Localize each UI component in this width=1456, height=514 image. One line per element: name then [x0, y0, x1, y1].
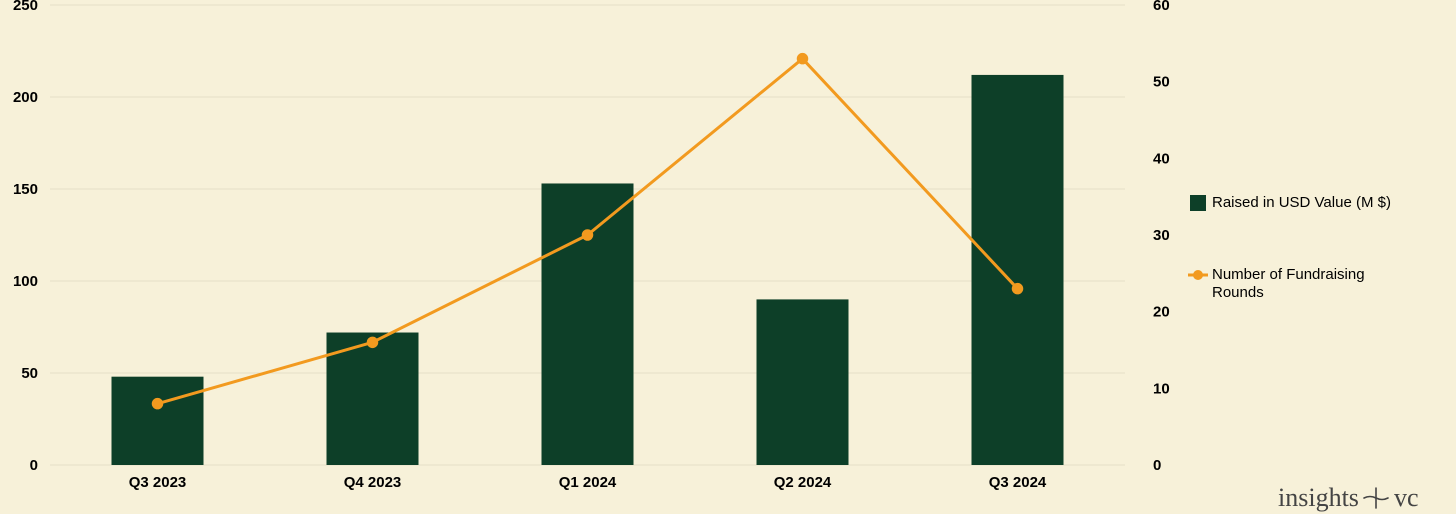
- right-axis-tick-label: 40: [1153, 150, 1170, 167]
- legend-label: Raised in USD Value (M $): [1212, 194, 1391, 211]
- watermark: insights: [1278, 483, 1359, 512]
- legend-marker-bar: [1190, 195, 1206, 211]
- x-axis-tick-label: Q2 2024: [774, 474, 832, 491]
- right-axis-tick-label: 20: [1153, 304, 1170, 321]
- x-axis-tick-label: Q3 2024: [989, 474, 1047, 491]
- x-axis-tick-label: Q1 2024: [559, 474, 617, 491]
- right-axis-tick-label: 50: [1153, 74, 1170, 91]
- bar: [542, 183, 634, 465]
- chart-background: [0, 0, 1456, 514]
- left-axis-tick-label: 150: [13, 181, 38, 198]
- left-axis-tick-label: 0: [30, 457, 38, 474]
- left-axis-tick-label: 100: [13, 273, 38, 290]
- legend-label: Rounds: [1212, 284, 1264, 301]
- x-axis-tick-label: Q4 2023: [344, 474, 402, 491]
- line-marker: [583, 230, 593, 240]
- bar: [757, 299, 849, 465]
- left-axis-tick-label: 50: [21, 365, 38, 382]
- line-marker: [153, 399, 163, 409]
- right-axis-tick-label: 60: [1153, 0, 1170, 14]
- bar: [972, 75, 1064, 465]
- left-axis-tick-label: 200: [13, 89, 38, 106]
- line-marker: [1013, 284, 1023, 294]
- line-marker: [798, 54, 808, 64]
- right-axis-tick-label: 10: [1153, 380, 1170, 397]
- legend-marker-dot: [1193, 270, 1203, 280]
- combo-chart: 0 50 100 150 200 250 0 10 20 30 40 50 60 Q3 2023 Q4 20…: [0, 0, 1456, 514]
- right-axis-tick-label: 0: [1153, 457, 1161, 474]
- x-axis-tick-label: Q3 2023: [129, 474, 187, 491]
- legend-label: Number of Fundraising: [1212, 266, 1365, 283]
- right-axis-tick-label: 30: [1153, 227, 1170, 244]
- line-marker: [368, 337, 378, 347]
- watermark-left: insights: [1278, 483, 1359, 512]
- bar: [112, 377, 204, 465]
- left-axis-tick-label: 250: [13, 0, 38, 14]
- watermark-right: vc: [1394, 483, 1419, 512]
